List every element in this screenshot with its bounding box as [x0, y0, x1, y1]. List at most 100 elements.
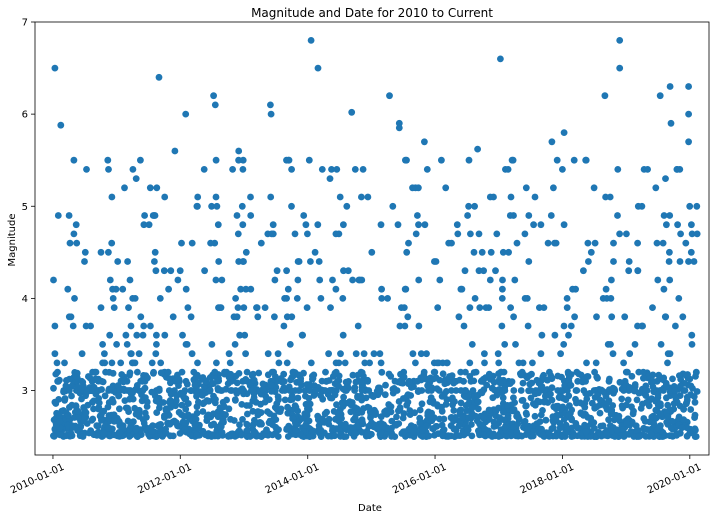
data-point — [277, 405, 285, 413]
data-point — [208, 431, 216, 439]
data-point — [393, 387, 401, 394]
data-point — [610, 258, 617, 265]
data-point — [508, 156, 516, 164]
data-point — [307, 359, 315, 367]
data-point — [440, 415, 448, 423]
data-point — [610, 239, 617, 247]
data-point — [466, 304, 474, 311]
data-point — [320, 387, 327, 394]
data-point — [650, 420, 658, 428]
data-point — [439, 432, 447, 440]
data-point — [560, 416, 568, 423]
data-point — [309, 427, 317, 435]
data-point — [412, 230, 420, 238]
data-point — [309, 375, 316, 383]
data-point — [327, 304, 334, 311]
data-point — [148, 359, 156, 367]
data-point — [585, 258, 592, 265]
data-point — [249, 370, 257, 378]
data-point — [662, 382, 670, 390]
data-point — [284, 285, 292, 293]
data-point — [264, 371, 272, 379]
data-point — [492, 387, 500, 394]
data-point — [666, 276, 674, 284]
data-point — [152, 433, 160, 440]
data-point — [673, 166, 681, 173]
data-point — [454, 230, 462, 238]
data-point — [481, 350, 488, 358]
data-point — [182, 341, 190, 348]
data-point — [224, 380, 232, 387]
data-point — [559, 403, 567, 411]
data-point — [376, 350, 384, 358]
data-point — [124, 404, 131, 412]
data-point — [602, 285, 610, 293]
data-point — [415, 184, 422, 192]
data-point — [259, 385, 267, 393]
data-point — [643, 387, 651, 394]
data-point — [153, 409, 161, 416]
data-point — [400, 410, 408, 417]
data-point — [125, 304, 132, 311]
data-point — [688, 331, 696, 339]
data-point — [402, 156, 409, 164]
data-point — [674, 221, 681, 229]
data-point — [654, 276, 662, 284]
data-point — [333, 401, 340, 409]
data-point — [450, 425, 458, 433]
data-point — [687, 248, 695, 256]
data-point — [653, 414, 660, 421]
data-point — [511, 276, 519, 284]
data-point — [538, 425, 545, 433]
data-point — [225, 432, 232, 440]
data-point — [351, 404, 359, 411]
data-point — [212, 276, 220, 284]
data-point — [415, 387, 422, 394]
data-point — [573, 387, 581, 394]
data-point — [547, 212, 555, 219]
data-point — [508, 429, 515, 436]
data-point — [116, 405, 123, 413]
data-point — [514, 420, 522, 428]
data-point — [335, 359, 343, 367]
data-point — [328, 166, 335, 173]
data-point — [69, 322, 77, 330]
data-point — [691, 433, 699, 440]
data-point — [332, 285, 340, 293]
data-point — [394, 221, 402, 229]
data-point — [548, 384, 556, 392]
data-point — [463, 406, 471, 414]
data-point — [594, 374, 601, 382]
data-point — [508, 378, 516, 386]
data-point — [616, 378, 624, 386]
data-point — [606, 193, 614, 201]
data-point — [469, 387, 477, 394]
data-point — [81, 248, 89, 256]
data-point — [127, 350, 135, 358]
data-point — [497, 379, 504, 387]
data-point — [408, 384, 415, 391]
data-point — [302, 221, 310, 229]
data-point — [497, 55, 504, 63]
data-point — [92, 375, 99, 383]
data-point — [211, 368, 219, 376]
data-point — [662, 313, 670, 321]
data-point — [239, 416, 246, 423]
data-point — [459, 414, 466, 421]
data-point — [423, 166, 431, 173]
data-point — [247, 193, 254, 201]
data-point — [156, 295, 164, 302]
data-point — [85, 373, 92, 380]
data-point — [214, 221, 222, 229]
data-point — [239, 156, 247, 164]
data-point — [195, 398, 202, 406]
data-point — [152, 397, 160, 405]
data-point — [242, 376, 249, 384]
data-point — [182, 285, 190, 293]
data-point — [234, 304, 242, 311]
data-point — [603, 431, 611, 438]
data-point — [685, 83, 692, 90]
data-point — [693, 202, 701, 210]
data-point — [461, 267, 469, 275]
data-point — [194, 193, 202, 201]
